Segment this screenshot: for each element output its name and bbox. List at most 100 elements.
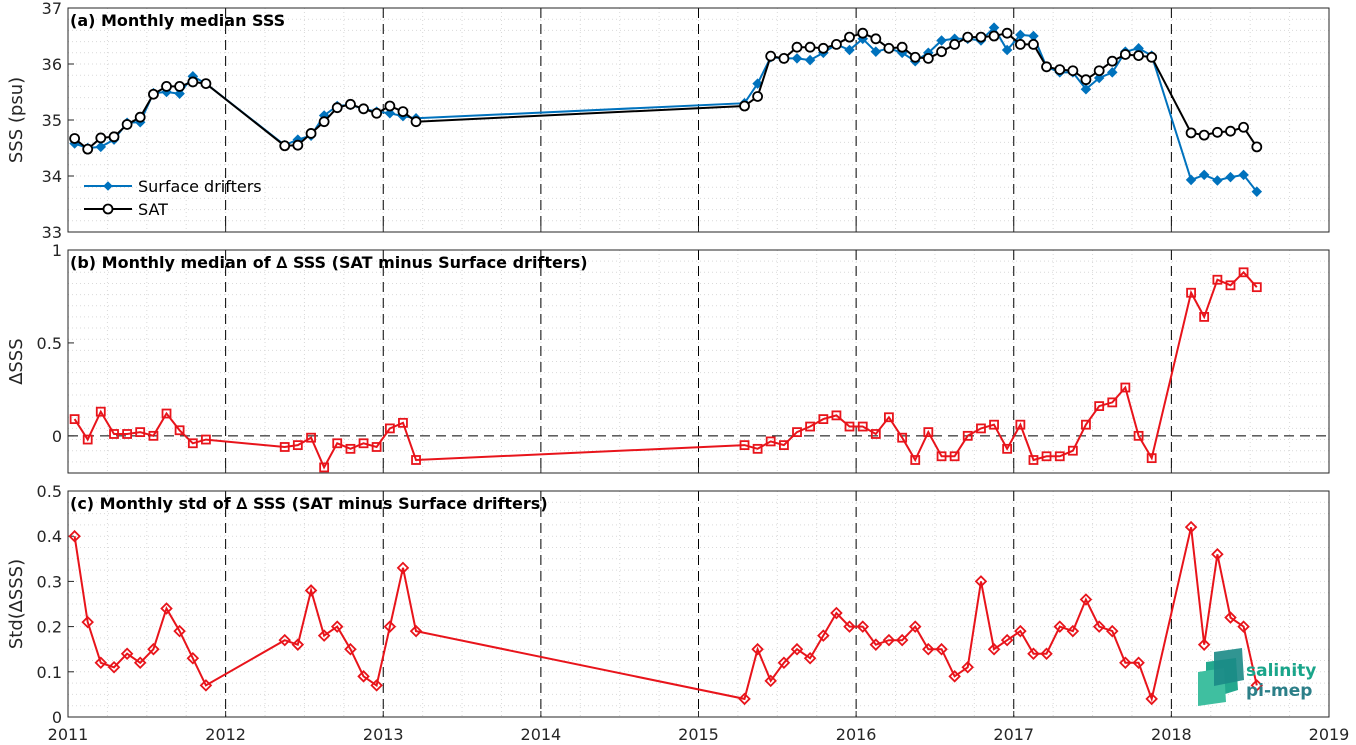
data-point <box>1146 453 1157 464</box>
data-point <box>923 427 934 438</box>
data-point <box>317 629 331 642</box>
data-point <box>358 438 369 449</box>
data-point <box>1211 548 1224 561</box>
data-point <box>371 442 382 452</box>
data-point <box>1133 430 1144 441</box>
data-point <box>1225 171 1236 183</box>
data-point <box>805 421 815 432</box>
data-point <box>279 140 291 152</box>
data-point <box>870 33 882 45</box>
y-axis-label: SSS (psu) <box>6 77 27 163</box>
data-point <box>1001 27 1013 39</box>
data-point <box>107 661 121 674</box>
data-point <box>292 440 303 451</box>
data-point <box>82 434 93 445</box>
data-point <box>1080 83 1092 95</box>
data-point <box>133 656 147 670</box>
data-point <box>1238 169 1249 181</box>
salinity-pimep-logo: salinity pi-mep <box>1198 648 1316 706</box>
y-axis-ticks: 00.51 <box>37 241 74 446</box>
data-point <box>844 421 855 432</box>
data-point <box>1081 419 1091 430</box>
data-point <box>936 46 947 58</box>
data-point <box>989 419 999 430</box>
data-point <box>804 41 816 53</box>
y-tick-label: 34 <box>42 167 62 186</box>
x-tick-label: 2016 <box>836 725 877 744</box>
x-tick-label: 2013 <box>363 725 404 744</box>
x-tick-label: 2015 <box>678 725 719 744</box>
x-tick-label: 2014 <box>521 725 562 744</box>
data-point <box>803 651 817 665</box>
y-tick-label: 0 <box>52 427 62 446</box>
data-point <box>148 430 159 441</box>
data-point <box>1237 620 1250 633</box>
y-axis-ticks: 0 0.1 0.2 0.3 0.4 0.5 <box>37 482 74 727</box>
panel-title: (b) Monthly median of ∆ SSS (SAT minus S… <box>70 253 588 272</box>
data-point <box>739 440 750 451</box>
data-point <box>292 139 304 151</box>
logo-emblem-icon <box>1198 648 1244 706</box>
data-point <box>397 106 409 117</box>
logo-line2: pi-mep <box>1246 681 1312 701</box>
data-point <box>135 427 146 438</box>
logo-line1: salinity <box>1246 661 1316 681</box>
data-point <box>1251 141 1263 153</box>
panel-b-median-delta-sss: 00.51∆SSS(b) Monthly median of ∆ SSS (SA… <box>6 241 1330 474</box>
data-point <box>1041 61 1052 73</box>
y-tick-label: 37 <box>42 0 62 18</box>
y-tick-label: 0 <box>52 708 62 727</box>
data-point <box>1251 282 1262 293</box>
data-point <box>843 620 856 633</box>
data-point <box>790 642 804 656</box>
y-tick-label: 0.4 <box>37 527 62 546</box>
data-point <box>344 642 357 656</box>
data-point <box>69 414 80 425</box>
data-point <box>108 131 120 143</box>
data-point <box>844 44 855 56</box>
data-point <box>792 427 802 438</box>
data-point <box>1027 647 1040 660</box>
data-point <box>974 575 988 588</box>
data-point <box>1224 611 1237 624</box>
y-tick-label: 36 <box>42 55 62 74</box>
data-point <box>1184 520 1198 534</box>
data-point <box>1040 647 1053 660</box>
data-point <box>187 76 199 88</box>
data-point <box>306 432 316 443</box>
data-point <box>95 132 107 144</box>
data-point <box>134 111 146 123</box>
data-point <box>857 421 868 432</box>
data-point <box>1185 174 1197 186</box>
data-point <box>186 651 200 665</box>
data-point <box>1133 50 1144 61</box>
data-point <box>1105 624 1119 638</box>
data-point <box>1094 401 1105 412</box>
data-point <box>187 438 198 449</box>
data-point <box>68 529 81 543</box>
x-tick-label: 2017 <box>993 725 1034 744</box>
data-point <box>411 455 421 465</box>
data-point <box>121 119 133 130</box>
y-tick-label: 0.1 <box>37 663 62 682</box>
data-point <box>345 443 356 454</box>
series-delta <box>68 520 1264 706</box>
data-point <box>370 679 383 692</box>
data-point <box>1015 29 1026 41</box>
data-point <box>1132 656 1145 670</box>
data-point <box>896 41 908 53</box>
panel-title: (a) Monthly median SSS <box>70 11 285 30</box>
grid <box>67 249 1330 474</box>
data-point <box>1145 692 1158 706</box>
data-point <box>1092 620 1106 633</box>
data-point <box>1106 55 1118 67</box>
data-point <box>357 670 370 683</box>
data-point <box>332 438 343 449</box>
data-point <box>779 440 789 451</box>
data-point <box>791 53 803 64</box>
data-point <box>1212 274 1223 285</box>
panel-a-monthly-median-sss: 33 34 35 36 37 SSS (psu) (a) Monthly median SS… <box>6 0 1330 242</box>
data-point <box>69 133 81 144</box>
data-point <box>778 53 790 64</box>
data-point <box>1080 74 1092 86</box>
